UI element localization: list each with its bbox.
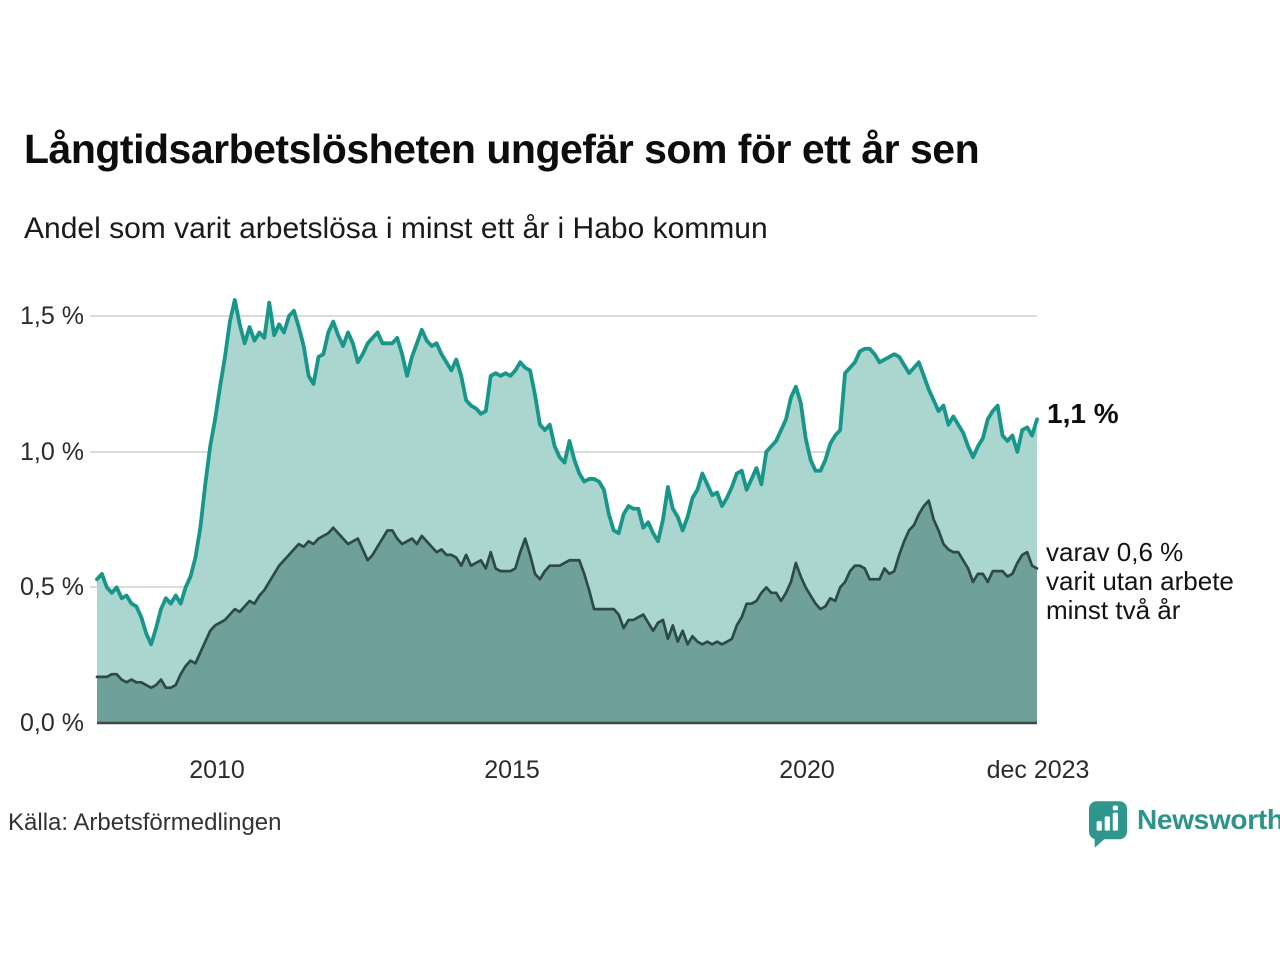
line-unemployed-2yr (95, 499, 1039, 690)
chart-subtitle: Andel som varit arbetslösa i minst ett å… (24, 212, 768, 245)
gridline-1-0 (90, 451, 1037, 453)
y-axis-label-1-0: 1,0 % (20, 438, 84, 466)
source-text: Källa: Arbetsförmedlingen (8, 809, 282, 836)
line-unemployed-1yr (95, 298, 1039, 647)
y-axis-label-0-0: 0,0 % (20, 709, 84, 737)
x-axis-label-dec-2023: dec 2023 (986, 756, 1090, 784)
brand-logo-block: Newsworthy (1089, 801, 1280, 849)
x-axis-label-2020: 2020 (779, 756, 835, 784)
y-axis-label-0-5: 0,5 % (20, 573, 84, 601)
y-axis-label-1-5: 1,5 % (20, 302, 84, 330)
secondary-annotation-line-1: varav 0,6 % (1046, 537, 1184, 567)
area-unemployed-2yr (97, 500, 1037, 723)
secondary-annotation-line-3: minst två år (1046, 595, 1181, 625)
secondary-series-annotation: varav 0,6 % varit utan arbete minst två … (1046, 538, 1234, 625)
x-axis-label-2015: 2015 (484, 756, 540, 784)
newsworthy-logo-icon (1089, 801, 1127, 848)
brand-name: Newsworthy (1137, 804, 1280, 835)
area-chart (95, 298, 1039, 725)
chart-title: Långtidsarbetslösheten ungefär som för e… (24, 126, 980, 172)
gridline-1-5 (90, 315, 1037, 317)
secondary-annotation-line-2: varit utan arbete (1046, 566, 1234, 596)
latest-value-annotation: 1,1 % (1047, 398, 1119, 429)
x-axis-label-2010: 2010 (189, 756, 245, 784)
